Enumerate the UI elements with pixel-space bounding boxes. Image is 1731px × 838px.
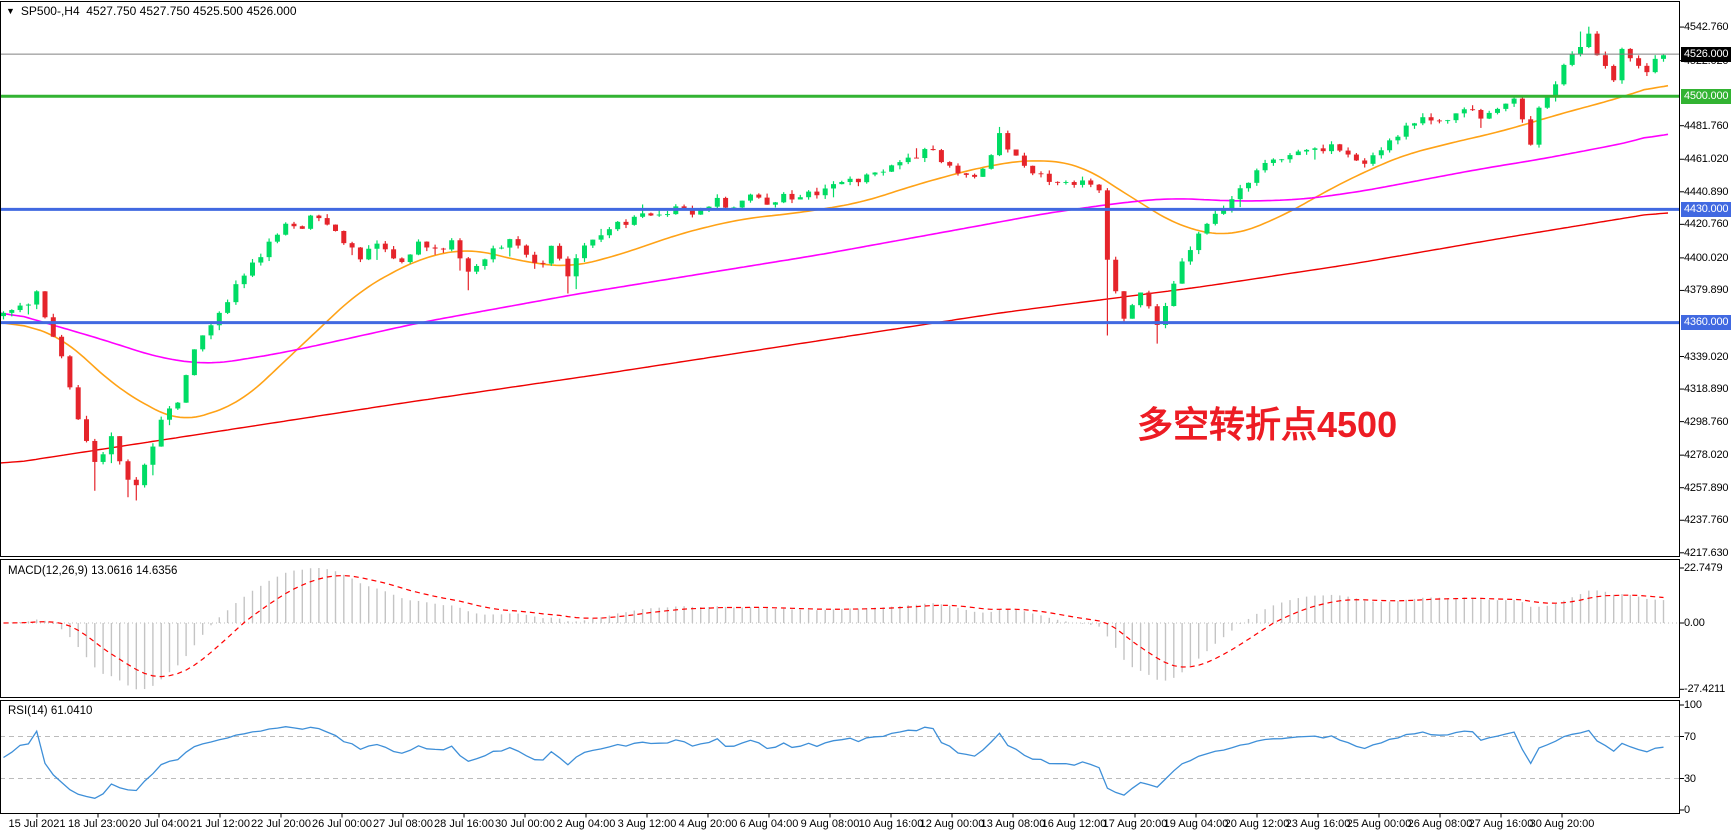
rsi-indicator-label: RSI(14) 61.0410	[8, 705, 93, 717]
level-lines	[0, 53, 1679, 325]
price-axis-label: 4237.760	[1684, 514, 1729, 527]
macd-axis-label: -27.4211	[1684, 683, 1726, 696]
slow-ma-red-line	[0, 212, 1669, 464]
time-axis-label: 25 Aug 00:00	[1346, 818, 1412, 830]
time-axis-label: 12 Aug 00:00	[919, 818, 985, 830]
macd-indicator-label: MACD(12,26,9) 13.0616 14.6356	[8, 565, 178, 577]
macd-axis-label: 22.7479	[1684, 562, 1723, 574]
time-axis-label: 30 Aug 20:00	[1529, 818, 1595, 830]
time-axis-label: 15 Jul 2021	[8, 818, 66, 830]
rsi-levels	[0, 736, 1679, 779]
price-axis-label: 4461.020	[1684, 153, 1729, 166]
symbol-ohlc-text: SP500-,H4 4527.750 4527.750 4525.500 452…	[20, 4, 297, 18]
level-badge: 4500.000	[1681, 88, 1731, 104]
level-badge: 4360.000	[1681, 315, 1731, 331]
time-axis-label: 19 Aug 04:00	[1163, 818, 1229, 830]
symbol-ohlc-header: ▼ SP500-,H4 4527.750 4527.750 4525.500 45…	[6, 4, 297, 18]
time-axis-label: 2 Aug 04:00	[556, 818, 616, 830]
price-axis-label: 4400.020	[1684, 251, 1729, 264]
macd-histogram	[11, 568, 1665, 690]
time-axis-label: 17 Aug 20:00	[1102, 818, 1168, 830]
price-axis-label: 4217.630	[1684, 546, 1729, 559]
time-axis-label: 27 Jul 08:00	[373, 818, 433, 830]
candles-layer	[1, 26, 1666, 501]
price-axis-label: 4339.020	[1684, 350, 1729, 363]
price-axis-label: 4420.760	[1684, 218, 1729, 231]
time-axis-label: 10 Aug 16:00	[858, 818, 924, 830]
time-axis-label: 3 Aug 12:00	[617, 818, 677, 830]
time-axis-label: 13 Aug 08:00	[980, 818, 1046, 830]
price-axis-label: 4318.890	[1684, 383, 1729, 396]
price-axis-label: 4440.890	[1684, 185, 1729, 198]
time-axis-label: 6 Aug 04:00	[739, 818, 799, 830]
time-axis-label: 22 Jul 20:00	[251, 818, 311, 830]
mid-ma-magenta-line	[0, 133, 1669, 364]
time-axis-label: 20 Aug 12:00	[1224, 818, 1290, 830]
annotation-text: 多空转折点4500	[1137, 404, 1398, 445]
time-axis-label: 18 Jul 23:00	[68, 818, 128, 830]
time-axis-label: 20 Jul 04:00	[129, 818, 189, 830]
time-axis-label: 23 Aug 16:00	[1285, 818, 1351, 830]
time-axis-label: 26 Jul 00:00	[312, 818, 372, 830]
macd-axis-label: 0.00	[1684, 617, 1705, 629]
time-axis-label: 30 Jul 00:00	[495, 818, 555, 830]
price-axis-label: 4379.890	[1684, 284, 1729, 297]
rsi-line	[3, 726, 1664, 799]
panel-borders	[0, 1, 1680, 814]
time-axis-label: 4 Aug 20:00	[678, 818, 738, 830]
rsi-axis-label: 0	[1684, 804, 1690, 816]
rsi-axis-label: 100	[1684, 699, 1702, 711]
axis-ticks	[36, 26, 1684, 818]
rsi-axis-label: 70	[1684, 730, 1696, 743]
level-badge: 4430.000	[1681, 201, 1731, 217]
time-axis-label: 9 Aug 08:00	[800, 818, 860, 830]
price-axis-label: 4298.760	[1684, 415, 1729, 428]
price-axis-label: 4257.890	[1684, 481, 1729, 494]
time-axis-label: 21 Jul 12:00	[190, 818, 250, 830]
time-axis-label: 16 Aug 12:00	[1041, 818, 1107, 830]
price-axis-label: 4278.020	[1684, 449, 1729, 462]
fast-ma-orange-line	[0, 84, 1669, 419]
time-axis-label: 26 Aug 08:00	[1407, 818, 1473, 830]
symbol-dropdown-icon[interactable]: ▼	[6, 6, 15, 16]
time-axis-label: 27 Aug 16:00	[1468, 818, 1534, 830]
macd-signal-line	[3, 574, 1664, 678]
price-axis-label: 4542.760	[1684, 21, 1729, 34]
price-axis-label: 4481.760	[1684, 119, 1729, 132]
time-axis-label: 28 Jul 16:00	[434, 818, 494, 830]
rsi-axis-label: 30	[1684, 772, 1696, 785]
current-price-badge: 4526.000	[1681, 46, 1731, 62]
